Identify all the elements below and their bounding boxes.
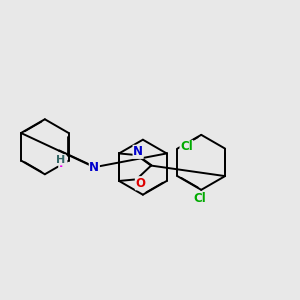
Text: N: N [133, 145, 143, 158]
Text: Cl: Cl [180, 140, 193, 154]
Text: F: F [59, 157, 67, 170]
Text: Cl: Cl [193, 192, 206, 206]
Text: H: H [56, 155, 65, 165]
Text: O: O [135, 177, 146, 190]
Text: N: N [89, 161, 99, 174]
